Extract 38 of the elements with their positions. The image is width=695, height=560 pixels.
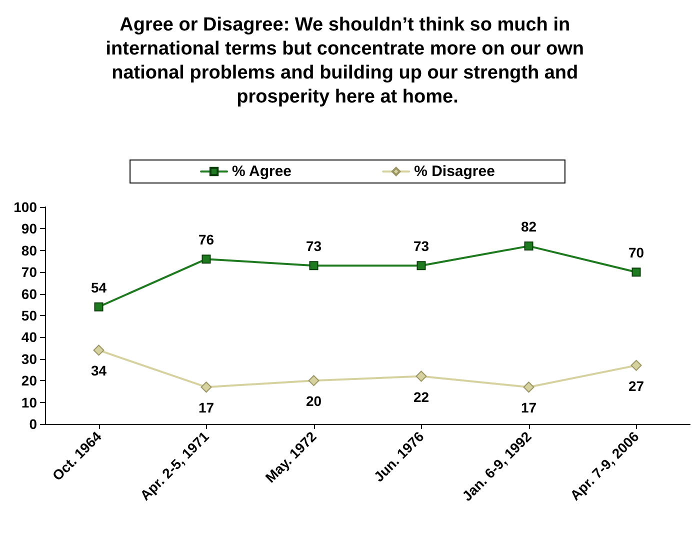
legend-label: % Agree	[232, 163, 292, 180]
point	[416, 261, 426, 270]
point	[309, 261, 318, 270]
point	[200, 382, 212, 393]
data-label: 73	[413, 238, 430, 254]
y-tick-label: 100	[14, 199, 38, 215]
point	[416, 370, 427, 382]
data-label: 70	[628, 244, 644, 261]
data-label: 73	[306, 238, 322, 254]
data-label: 76	[198, 232, 214, 248]
data-label: 54	[90, 279, 107, 296]
data-label: 20	[306, 393, 322, 410]
data-label: 34	[90, 362, 107, 379]
point	[630, 360, 642, 371]
y-tick-label: 50	[21, 308, 38, 324]
y-tick-label: 90	[21, 220, 38, 237]
y-tick-label: 30	[21, 350, 38, 367]
y-tick-label: 70	[21, 264, 38, 280]
chart-title: Agree or Disagree: We shouldn’t think so much in international terms but concentrate more on our own national problems and building up our strength and prosperity here at home.	[106, 14, 590, 108]
y-tick-label: 10	[21, 394, 38, 410]
legend-label: % Disagree	[414, 163, 495, 180]
y-tick-label: 20	[21, 372, 38, 389]
y-tick-label: 80	[21, 242, 38, 258]
y-tick-label: 0	[29, 416, 38, 432]
y-tick-label: 40	[21, 329, 38, 346]
point	[632, 268, 641, 277]
point	[94, 302, 104, 312]
data-label: 27	[628, 378, 644, 394]
data-label: 22	[413, 388, 430, 405]
point	[524, 242, 534, 251]
point	[93, 344, 104, 356]
point	[202, 254, 211, 264]
y-tick-label: 60	[21, 286, 38, 302]
point	[523, 382, 534, 393]
point	[308, 375, 320, 386]
data-label: 82	[520, 218, 537, 235]
data-label: 17	[520, 400, 537, 416]
data-label: 17	[198, 400, 214, 416]
